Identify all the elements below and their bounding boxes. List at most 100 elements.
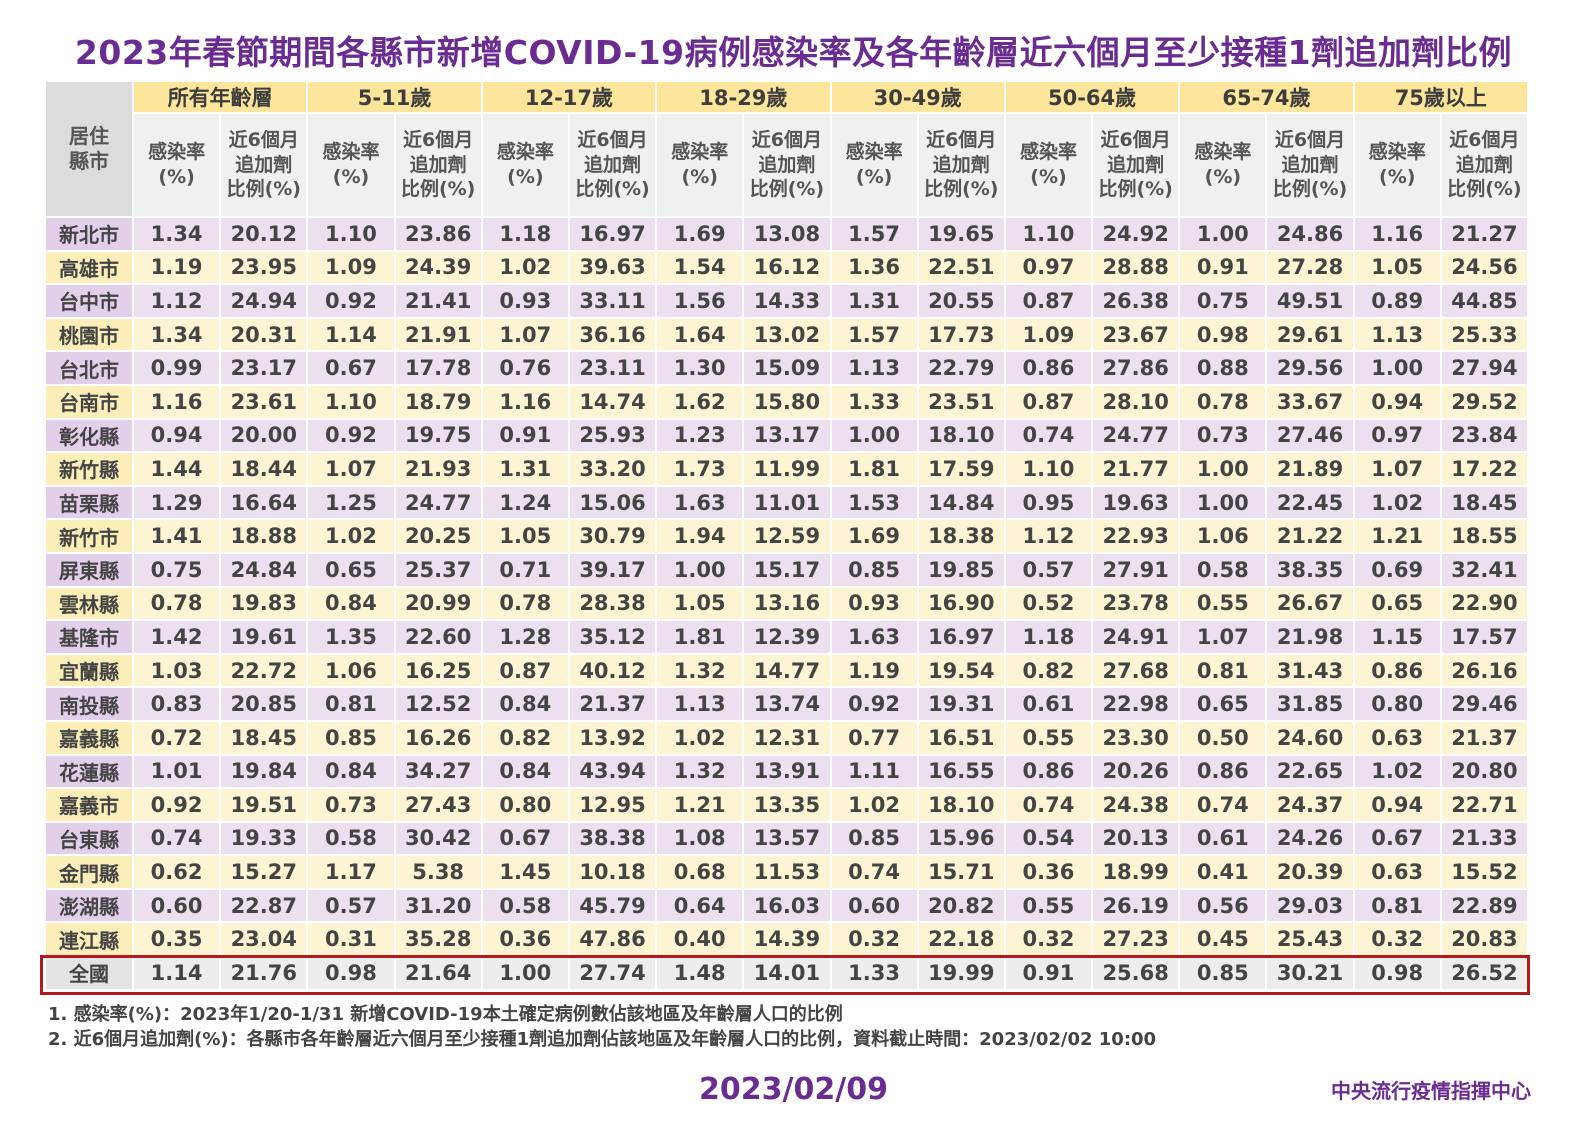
city-name: 台南市 (46, 385, 132, 418)
infection-rate-cell: 1.18 (482, 218, 568, 250)
city-name: 台中市 (46, 285, 132, 317)
booster-rate-cell: 47.86 (569, 923, 656, 956)
infection-rate-cell: 1.03 (134, 654, 220, 687)
infection-rate-cell: 1.15 (1354, 621, 1440, 653)
infection-rate-cell: 0.92 (831, 688, 917, 720)
booster-rate-cell: 36.16 (569, 318, 656, 351)
infection-rate-cell: 0.98 (1354, 957, 1440, 989)
booster-rate-cell: 20.55 (918, 285, 1004, 317)
city-name: 連江縣 (46, 923, 132, 956)
infection-rate-cell: 1.81 (657, 621, 743, 653)
booster-rate-header: 近6個月 追加劑 比例(%) (918, 114, 1004, 216)
infection-rate-cell: 1.18 (1005, 621, 1092, 653)
booster-rate-cell: 26.38 (1093, 285, 1179, 317)
table-row: 彰化縣 0.94 20.00 0.92 19.75 0.91 25.93 1.23 13.17 1… (46, 419, 1527, 452)
booster-rate-cell: 20.80 (1441, 755, 1527, 788)
table-row: 新北市 1.34 20.12 1.10 23.86 1.18 16.97 1.69 13.08 1… (46, 218, 1527, 250)
infection-rate-cell: 1.57 (831, 318, 917, 351)
booster-rate-cell: 24.94 (221, 285, 307, 317)
infection-rate-cell: 1.05 (657, 587, 743, 620)
infection-rate-cell: 1.07 (1354, 453, 1440, 485)
infection-rate-cell: 1.14 (308, 318, 394, 351)
infection-rate-cell: 0.82 (1005, 654, 1092, 687)
publish-date: 2023/02/09 (699, 1072, 888, 1107)
infection-rate-cell: 1.02 (1354, 486, 1440, 519)
infection-rate-cell: 0.32 (1354, 923, 1440, 956)
infection-rate-cell: 1.56 (657, 285, 743, 317)
infection-rate-cell: 1.10 (1005, 218, 1092, 250)
booster-rate-cell: 20.99 (395, 587, 481, 620)
infection-rate-cell: 0.89 (1354, 285, 1440, 317)
booster-rate-cell: 29.46 (1441, 688, 1527, 720)
infection-rate-cell: 0.71 (482, 553, 568, 586)
infection-rate-cell: 1.09 (1005, 318, 1092, 351)
infection-rate-cell: 0.74 (1005, 419, 1092, 452)
booster-rate-header: 近6個月 追加劑 比例(%) (395, 114, 481, 216)
booster-rate-cell: 20.39 (1267, 856, 1353, 888)
booster-rate-cell: 19.83 (221, 587, 307, 620)
infection-rate-cell: 0.65 (1180, 688, 1266, 720)
city-name: 全國 (46, 957, 132, 989)
booster-rate-cell: 24.26 (1267, 822, 1353, 855)
infection-rate-cell: 0.58 (308, 822, 394, 855)
infection-rate-cell: 1.00 (1180, 486, 1266, 519)
booster-rate-cell: 14.33 (744, 285, 830, 317)
booster-rate-cell: 24.56 (1441, 251, 1527, 284)
infection-rate-cell: 1.33 (831, 957, 917, 989)
booster-rate-header: 近6個月 追加劑 比例(%) (221, 114, 307, 216)
infection-rate-header: 感染率 (%) (657, 114, 743, 216)
booster-rate-cell: 18.10 (918, 789, 1004, 821)
booster-rate-cell: 21.91 (395, 318, 481, 351)
infection-rate-cell: 1.48 (657, 957, 743, 989)
table-row: 南投縣 0.83 20.85 0.81 12.52 0.84 21.37 1.13 13.74 0… (46, 688, 1527, 720)
booster-rate-cell: 21.22 (1267, 520, 1353, 552)
infection-rate-cell: 1.10 (308, 385, 394, 418)
booster-rate-cell: 23.86 (395, 218, 481, 250)
booster-rate-cell: 25.68 (1093, 957, 1179, 989)
booster-rate-cell: 19.99 (918, 957, 1004, 989)
infection-rate-cell: 0.74 (1180, 789, 1266, 821)
infection-rate-cell: 1.34 (134, 318, 220, 351)
infection-rate-cell: 0.92 (308, 419, 394, 452)
infection-rate-cell: 0.31 (308, 923, 394, 956)
infection-rate-cell: 1.02 (657, 721, 743, 754)
infection-rate-cell: 1.12 (1005, 520, 1092, 552)
table-row: 桃園市 1.34 20.31 1.14 21.91 1.07 36.16 1.64 13.02 1… (46, 318, 1527, 351)
booster-rate-cell: 20.26 (1093, 755, 1179, 788)
booster-rate-cell: 35.28 (395, 923, 481, 956)
infection-rate-cell: 0.85 (308, 721, 394, 754)
booster-rate-cell: 18.55 (1441, 520, 1527, 552)
booster-rate-cell: 19.63 (1093, 486, 1179, 519)
infection-rate-cell: 1.35 (308, 621, 394, 653)
infection-rate-cell: 1.14 (134, 957, 220, 989)
booster-rate-cell: 11.53 (744, 856, 830, 888)
infection-rate-cell: 0.80 (482, 789, 568, 821)
table-row: 花蓮縣 1.01 19.84 0.84 34.27 0.84 43.94 1.32 13.91 1… (46, 755, 1527, 788)
booster-rate-cell: 23.51 (918, 385, 1004, 418)
booster-rate-cell: 18.10 (918, 419, 1004, 452)
table-row: 嘉義市 0.92 19.51 0.73 27.43 0.80 12.95 1.21 13.35 1… (46, 789, 1527, 821)
infection-rate-cell: 1.06 (1180, 520, 1266, 552)
booster-rate-cell: 15.96 (918, 822, 1004, 855)
city-name: 金門縣 (46, 856, 132, 888)
booster-rate-cell: 24.91 (1093, 621, 1179, 653)
age-group-header: 所有年齡層 (134, 82, 307, 112)
booster-rate-cell: 14.77 (744, 654, 830, 687)
booster-rate-cell: 27.86 (1093, 352, 1179, 384)
booster-rate-cell: 38.38 (569, 822, 656, 855)
booster-rate-cell: 10.18 (569, 856, 656, 888)
infection-rate-cell: 1.06 (308, 654, 394, 687)
infection-rate-cell: 0.55 (1005, 721, 1092, 754)
infection-rate-cell: 1.34 (134, 218, 220, 250)
infection-rate-cell: 1.16 (134, 385, 220, 418)
booster-rate-cell: 20.31 (221, 318, 307, 351)
booster-rate-cell: 29.61 (1267, 318, 1353, 351)
booster-rate-cell: 16.25 (395, 654, 481, 687)
booster-rate-cell: 20.85 (221, 688, 307, 720)
infection-rate-cell: 1.94 (657, 520, 743, 552)
infection-rate-cell: 0.56 (1180, 889, 1266, 922)
booster-rate-cell: 22.90 (1441, 587, 1527, 620)
national-total-row: 全國 1.14 21.76 0.98 21.64 1.00 27.74 1.48 14.01 1.… (46, 957, 1527, 989)
infection-rate-cell: 1.81 (831, 453, 917, 485)
table-row: 雲林縣 0.78 19.83 0.84 20.99 0.78 28.38 1.05 13.16 0… (46, 587, 1527, 620)
